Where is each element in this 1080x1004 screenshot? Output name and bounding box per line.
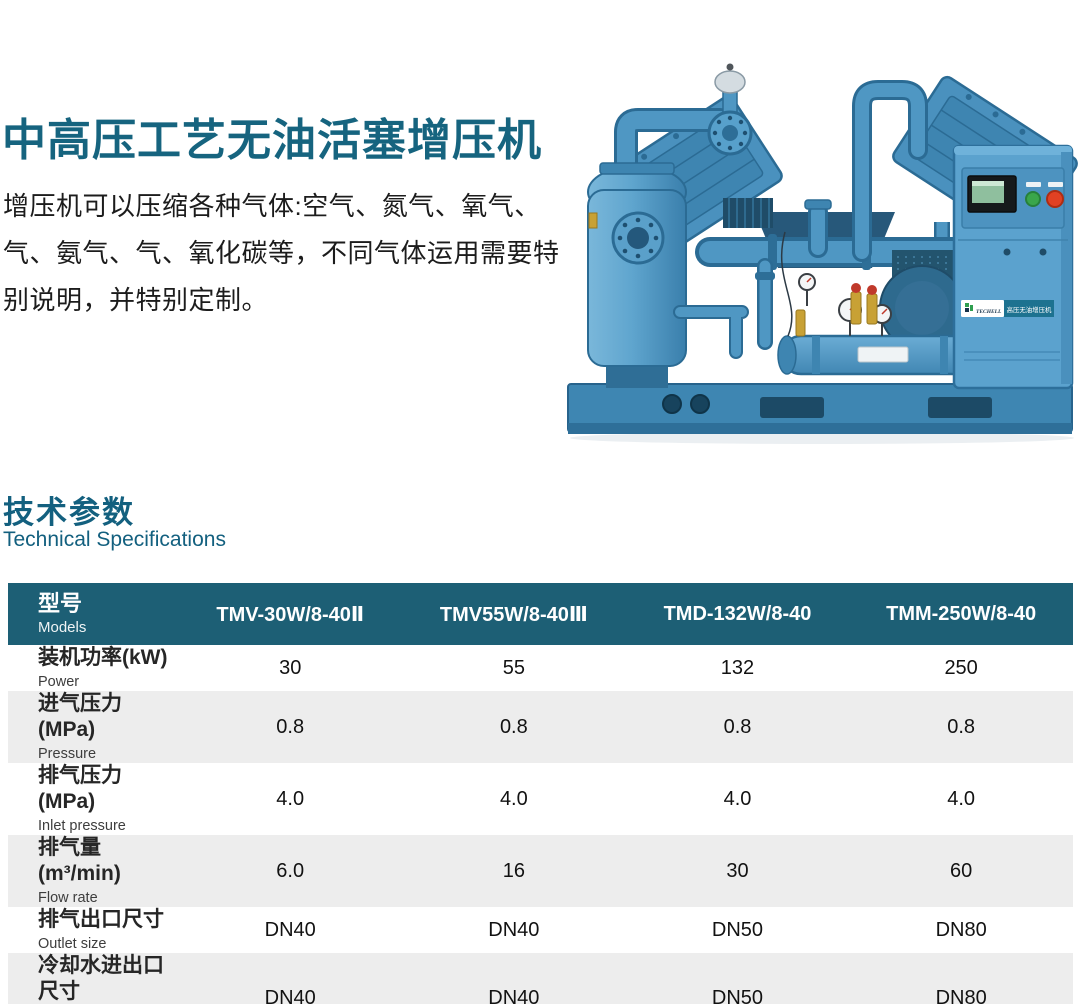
relief-valve (866, 285, 878, 325)
description-line: 气、氨气、气、氧化碳等，不同气体运用需要特 (3, 238, 560, 268)
relief-valve (850, 283, 862, 325)
storage-tank (587, 162, 687, 388)
spec-value: 0.8 (723, 715, 752, 738)
brand-badge: TECHELL (961, 300, 1004, 317)
intercooler-fins (723, 198, 773, 228)
base-skid (567, 383, 1073, 434)
cabinet-label-text: 高压无油增压机 (1007, 305, 1052, 314)
spec-value: DN40 (264, 986, 316, 1004)
header-models-label: 型号 Models (8, 591, 178, 637)
description-line: 别说明，并特别定制。 (3, 285, 269, 315)
spec-value: DN40 (264, 918, 316, 941)
spec-value: DN40 (488, 918, 540, 941)
row-label-en: Power (38, 674, 80, 690)
spec-value: 4.0 (276, 787, 305, 810)
spec-value: 4.0 (499, 787, 528, 810)
spec-table-header: 型号 Models TMV-30W/8-40Ⅱ TMV55W/8-40Ⅲ TMD… (8, 583, 1073, 645)
row-label-cn: 装机功率(kW) (38, 646, 168, 669)
gauge-cluster (780, 231, 892, 337)
row-label-cn: 冷却水进出口尺寸 (38, 954, 164, 1003)
spec-value: 30 (279, 656, 302, 679)
row-label-en: Outlet size (38, 936, 107, 952)
row-label-en: Flow rate (38, 890, 98, 906)
header-model-2: TMV55W/8-40Ⅲ (439, 603, 588, 626)
row-label-cn: 排气出口尺寸 (38, 908, 164, 931)
spec-row-discharge-pressure: 排气压力(MPa) Inlet pressure 4.0 4.0 4.0 4.0 (8, 763, 1073, 835)
row-label-cn: 排气压力(MPa) (38, 764, 122, 813)
spec-row-power: 装机功率(kW) Power 30 55 132 250 (8, 645, 1073, 691)
spec-value: 132 (720, 656, 755, 679)
relief-valve (795, 309, 806, 337)
header-models-cn: 型号 (38, 591, 83, 616)
spec-value: 0.8 (499, 715, 528, 738)
header-model-3: TMD-132W/8-40 (663, 602, 812, 625)
control-cabinet: TECHELL 高压无油增压机 (952, 144, 1074, 390)
spec-value: 4.0 (723, 787, 752, 810)
spec-value: DN50 (711, 986, 764, 1004)
header-model-4: TMM-250W/8-40 (886, 602, 1037, 625)
spec-row-cooling-water-size: 冷却水进出口尺寸 The inlet and outlet size of co… (8, 953, 1073, 1004)
spec-value: 60 (950, 859, 973, 882)
compressor-illustration: TECHELL 高压无油增压机 (567, 63, 1078, 444)
nameplate (857, 346, 909, 363)
valve-actuator (707, 63, 753, 156)
suction-pipe (614, 108, 732, 192)
stop-button (1046, 190, 1064, 208)
header-model-1: TMV-30W/8-40Ⅱ (216, 603, 365, 626)
description-line: 增压机可以压缩各种气体:空气、氮气、氧气、 (3, 191, 541, 221)
row-label-en: Pressure (38, 746, 97, 762)
spec-value: DN50 (711, 918, 764, 941)
product-photo: TECHELL 高压无油增压机 (560, 0, 1080, 450)
spec-value: 30 (726, 859, 749, 882)
spec-value: 0.8 (947, 715, 976, 738)
brand-logo-text: TECHELL (976, 309, 1002, 315)
section-subtitle: Technical Specifications (3, 528, 226, 551)
spec-value: 6.0 (276, 859, 305, 882)
spec-value: 4.0 (947, 787, 976, 810)
spec-value: DN40 (488, 986, 540, 1004)
spec-row-inlet-pressure: 进气压力(MPa) Pressure 0.8 0.8 0.8 0.8 (8, 691, 1073, 763)
ground-shadow (570, 432, 1074, 444)
spec-value: DN80 (935, 986, 987, 1004)
spec-row-flow-rate: 排气量(m³/min) Flow rate 6.0 16 30 60 (8, 835, 1073, 907)
spec-value: 250 (944, 656, 978, 679)
spec-value: DN80 (935, 918, 987, 941)
spec-value: 55 (502, 656, 525, 679)
cabinet-label-strip (1004, 300, 1054, 317)
row-label-cn: 排气量(m³/min) (38, 836, 121, 885)
product-description: 增压机可以压缩各种气体:空气、氮气、氧气、 气、氨气、气、氧化碳等，不同气体运用… (3, 183, 563, 324)
header-models-en: Models (38, 619, 87, 636)
row-label-cn: 进气压力(MPa) (38, 692, 122, 741)
start-button (1025, 191, 1041, 207)
crossover-pipe (852, 80, 928, 262)
spec-table: 型号 Models TMV-30W/8-40Ⅱ TMV55W/8-40Ⅲ TMD… (8, 583, 1073, 1004)
row-label-en: Inlet pressure (38, 818, 126, 834)
front-riser-pipe (755, 258, 775, 350)
spec-value: 0.8 (276, 715, 305, 738)
page-title: 中高压工艺无油活塞增压机 (2, 116, 542, 165)
tank-outlet-pipe (673, 305, 749, 359)
spec-value: 16 (502, 859, 525, 882)
spec-row-outlet-size: 排气出口尺寸 Outlet size DN40 DN40 DN50 DN80 (8, 907, 1073, 953)
section-title: 技术参数 (3, 495, 135, 530)
